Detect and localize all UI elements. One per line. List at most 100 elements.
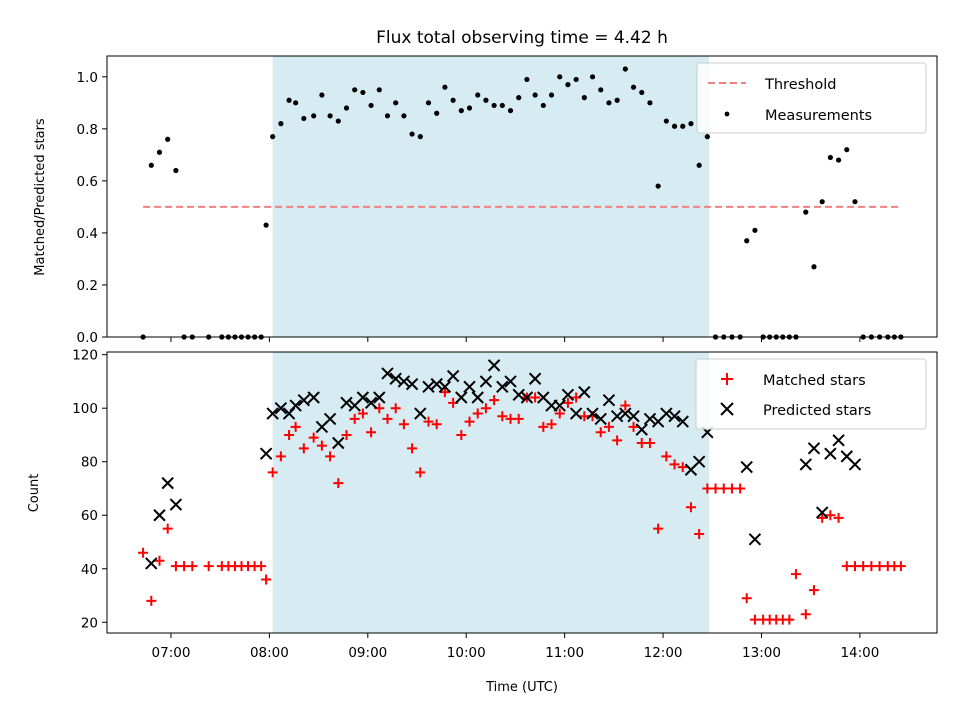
predicted-stars-point: [807, 442, 821, 455]
predicted-stars-point: [446, 369, 460, 383]
x-tick-label: 10:00: [447, 645, 486, 661]
predicted-stars-point: [405, 377, 419, 391]
matched-stars-point: [398, 419, 409, 430]
predicted-stars-point: [569, 407, 583, 420]
predicted-stars-point: [356, 391, 370, 404]
y-tick-label: 20: [81, 615, 98, 631]
measurements-point: [466, 105, 473, 111]
x-tick-label: 12:00: [644, 645, 683, 661]
bottom-legend: Matched stars Predicted stars: [695, 358, 927, 430]
matched-stars-point: [603, 421, 614, 432]
y-tick-label: 0.6: [77, 174, 98, 190]
predicted-stars-point: [259, 447, 273, 460]
matched-stars-point: [357, 408, 368, 419]
measurements-point: [647, 100, 653, 106]
matched-stars-point: [694, 528, 705, 539]
y-tick-label: 0.8: [77, 122, 98, 138]
predicted-stars-point: [153, 509, 166, 522]
predicted-stars-point: [692, 455, 706, 468]
predicted-stars-point: [414, 407, 427, 420]
matched-stars-point: [513, 413, 524, 424]
measurements-point: [491, 102, 497, 109]
measurements-point: [548, 92, 555, 98]
measurements-point: [148, 162, 154, 168]
matched-stars-point: [800, 609, 811, 620]
matched-stars-point: [390, 403, 401, 414]
measurements-point: [639, 89, 645, 96]
matched-stars-point: [290, 421, 301, 432]
legend-box: [696, 62, 927, 134]
measurements-point: [293, 100, 299, 106]
matched-stars-point: [349, 413, 360, 424]
matched-stars-point: [790, 569, 801, 580]
measurements-point: [434, 110, 440, 116]
predicted-stars-point: [364, 396, 378, 410]
matched-stars-point: [298, 443, 309, 454]
matched-stars-point: [267, 467, 278, 478]
matched-stars-point: [187, 561, 198, 572]
matched-stars-point: [154, 555, 165, 566]
matched-stars-point: [895, 561, 906, 572]
y-tick-label: 40: [81, 562, 98, 578]
predicted-stars-point: [289, 399, 302, 412]
matched-stars-point: [612, 435, 623, 446]
measurements-point: [622, 66, 628, 72]
top-y-axis-label: Matched/Predicted stars: [33, 118, 48, 276]
y-tick-label: 60: [81, 508, 98, 524]
x-tick-label: 08:00: [250, 645, 289, 661]
predicted-stars-point: [455, 391, 468, 404]
measurements-point: [301, 115, 307, 122]
x-tick-label: 14:00: [840, 645, 879, 661]
x-tick-label: 11:00: [545, 645, 584, 661]
measurements-point: [811, 264, 817, 270]
measurements-point: [803, 209, 809, 215]
matched-stars-point: [431, 419, 442, 430]
measurements-point: [360, 89, 366, 96]
matched-stars-point: [138, 547, 149, 558]
matched-stars-point: [546, 419, 557, 430]
measurements-point: [573, 76, 579, 83]
matched-stars-point: [661, 451, 672, 462]
predicted-stars-point: [594, 412, 607, 426]
predicted-stars-point: [397, 375, 411, 388]
measurements-point: [844, 147, 850, 153]
matched-stars-point: [256, 561, 267, 572]
predicted-stars-point: [145, 557, 158, 570]
chart-title: Flux total observing time = 4.42 h: [376, 28, 668, 48]
predicted-stars-point: [430, 377, 443, 391]
measurements-point: [744, 238, 750, 244]
matched-stars-point: [284, 429, 295, 440]
measurements-point: [263, 222, 269, 228]
y-tick-label: 0.0: [77, 330, 98, 346]
matched-stars-point: [595, 427, 606, 438]
top-legend: Threshold Measurements: [696, 62, 927, 134]
y-tick-label: 120: [72, 348, 98, 364]
predicted-stars-point: [512, 388, 525, 402]
matched-stars-point: [325, 451, 336, 462]
measurements-point: [442, 84, 448, 90]
measurements-point: [475, 92, 481, 98]
measurements-point: [319, 92, 325, 98]
matched-stars-point: [784, 614, 795, 625]
matched-stars-point: [489, 395, 500, 406]
predicted-stars-point: [676, 415, 689, 428]
matched-stars-point: [456, 429, 467, 440]
predicted-stars-point: [307, 391, 320, 404]
measurements-point: [343, 105, 350, 111]
matched-stars-point: [620, 400, 631, 411]
measurements-point: [483, 97, 489, 103]
matched-stars-point: [497, 411, 508, 422]
predicted-stars-point: [438, 380, 452, 393]
plot-frame: [106, 55, 938, 338]
matched-stars-point: [669, 459, 680, 470]
predicted-stars-point: [578, 385, 591, 399]
matched-stars-point: [275, 451, 286, 462]
measurements-point: [663, 118, 669, 124]
legend-label-matched: Matched stars: [763, 373, 866, 389]
matched-stars-point: [817, 512, 828, 523]
x-tick-label: 07:00: [152, 645, 191, 661]
measurements-point: [557, 74, 563, 80]
predicted-stars-point: [799, 458, 812, 471]
predicted-stars-point: [487, 359, 501, 372]
matched-stars-point: [538, 421, 549, 432]
